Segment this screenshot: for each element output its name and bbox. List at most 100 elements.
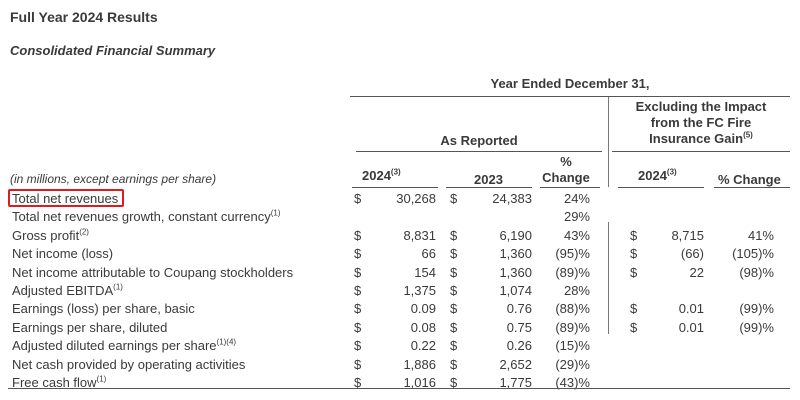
value-2024: 1,016	[403, 375, 436, 390]
value-excl-pct: (105)%	[732, 246, 774, 262]
excluding-header-line3: Insurance Gain(5)	[649, 130, 753, 146]
value-2023: 2,652	[499, 356, 532, 372]
excluding-header-line2: from the FC Fire	[650, 115, 752, 130]
excluding-header: Excluding the Impact from the FC Fire In…	[612, 99, 790, 147]
value-pct-change: 24%	[563, 191, 590, 206]
value-2024: 154	[414, 264, 436, 280]
table-row: Adjusted diluted earnings per share(1)(4…	[0, 337, 800, 355]
value-2024: 66	[421, 246, 436, 262]
row-label: Gross profit(2)	[12, 227, 89, 243]
currency-symbol: $	[354, 246, 362, 262]
row-label: Net income attributable to Coupang stock…	[12, 264, 294, 280]
currency-symbol: $	[354, 264, 362, 280]
row-label: Net cash provided by operating activitie…	[12, 356, 246, 372]
period-header-rule	[350, 96, 790, 97]
excluding-rule	[612, 151, 790, 152]
value-2023: 1,775	[499, 375, 532, 390]
as-reported-rule	[356, 151, 602, 152]
currency-symbol: $	[450, 338, 458, 354]
currency-symbol: $	[450, 264, 458, 280]
as-reported-header: As Reported	[440, 133, 518, 148]
value-2024: 0.09	[410, 301, 436, 317]
currency-symbol: $	[630, 227, 638, 243]
value-excl-2024: 22	[689, 264, 704, 280]
row-label: Net income (loss)	[12, 246, 114, 262]
col-rule-excl-2024	[618, 187, 704, 188]
currency-symbol: $	[354, 338, 362, 354]
currency-symbol: $	[630, 246, 638, 262]
value-2024: 0.08	[410, 319, 436, 335]
column-divider-lower	[608, 222, 609, 334]
value-2024: 0.22	[410, 338, 436, 354]
table-subtitle: Consolidated Financial Summary	[10, 43, 216, 58]
value-pct-change: (89)%	[555, 319, 590, 335]
value-2024: 1,886	[403, 356, 436, 372]
excluding-header-line1: Excluding the Impact	[635, 99, 767, 114]
col-rule-pct	[540, 187, 600, 188]
value-2023: 0.75	[506, 319, 532, 335]
currency-symbol: $	[354, 319, 362, 335]
table-row: Gross profit(2) $8,831 $6,190 43% $8,715 41%	[0, 227, 800, 245]
table-row: Free cash flow(1) $1,016 $1,775 (43)%	[0, 374, 800, 392]
currency-symbol: $	[450, 319, 458, 335]
table-row: Adjusted EBITDA(1) $1,375 $1,074 28%	[0, 282, 800, 300]
value-excl-2024: (66)	[680, 246, 704, 262]
row-label: Free cash flow(1)	[12, 374, 107, 390]
col-header-pct-change: % Change	[538, 154, 594, 186]
table-row: Earnings (loss) per share, basic $0.09 $0.…	[0, 300, 800, 318]
col-header-2023: 2023	[474, 172, 503, 187]
currency-symbol: $	[450, 301, 458, 317]
currency-symbol: $	[450, 191, 458, 206]
value-pct-change: (89)%	[555, 264, 590, 280]
col-header-pct-line1: %	[560, 154, 572, 169]
col-rule-excl-pct	[714, 187, 790, 188]
currency-symbol: $	[450, 246, 458, 262]
value-excl-pct: (99)%	[739, 319, 774, 335]
value-excl-pct: 41%	[747, 227, 774, 243]
value-excl-2024: 0.01	[678, 301, 704, 317]
currency-symbol: $	[630, 301, 638, 317]
value-2023: 24,383	[492, 191, 532, 206]
table-row: Total net revenues growth, constant curr…	[0, 208, 800, 226]
page-title: Full Year 2024 Results	[10, 9, 158, 25]
currency-symbol: $	[450, 283, 458, 298]
col-header-2024: 2024(3)	[362, 167, 401, 183]
value-2023: 1,360	[499, 264, 532, 280]
value-pct-change: (95)%	[555, 246, 590, 262]
value-pct-change: 28%	[563, 283, 590, 298]
currency-symbol: $	[354, 301, 362, 317]
col-rule-2024	[352, 187, 438, 188]
currency-symbol: $	[354, 375, 362, 390]
total-net-revenues-highlight	[8, 189, 124, 207]
row-label: Earnings per share, diluted	[12, 319, 168, 335]
currency-symbol: $	[354, 227, 362, 243]
value-excl-2024: 8,715	[671, 227, 704, 243]
value-2024: 30,268	[396, 191, 436, 206]
table-bottom-rule	[8, 388, 790, 389]
currency-symbol: $	[450, 227, 458, 243]
value-2023: 0.76	[506, 301, 532, 317]
table-row: Net cash provided by operating activitie…	[0, 356, 800, 374]
value-2023: 6,190	[499, 227, 532, 243]
value-pct-change: 43%	[563, 227, 590, 243]
value-2024: 1,375	[403, 283, 436, 298]
units-note: (in millions, except earnings per share)	[10, 172, 217, 186]
value-2023: 0.26	[506, 338, 532, 354]
currency-symbol: $	[450, 375, 458, 390]
table-row: Earnings per share, diluted $0.08 $0.75 (89…	[0, 319, 800, 337]
value-excl-2024: 0.01	[678, 319, 704, 335]
row-label: Adjusted diluted earnings per share(1)(4…	[12, 337, 237, 354]
col-header-excl-pct: % Change	[718, 172, 781, 187]
value-2024: 8,831	[403, 227, 436, 243]
currency-symbol: $	[630, 264, 638, 280]
table-row: Net income attributable to Coupang stock…	[0, 264, 800, 282]
row-label: Total net revenues growth, constant curr…	[12, 209, 281, 225]
row-label: Earnings (loss) per share, basic	[12, 301, 195, 317]
table-row: Net income (loss) $66 $1,360 (95)% $ (66) (105…	[0, 245, 800, 263]
currency-symbol: $	[354, 191, 362, 206]
col-header-pct-line2: Change	[542, 170, 590, 185]
table-row: Total net revenues $30,268 $24,383 24%	[0, 190, 800, 208]
currency-symbol: $	[630, 319, 638, 335]
value-2023: 1,074	[499, 283, 532, 298]
value-excl-pct: (98)%	[739, 264, 774, 280]
